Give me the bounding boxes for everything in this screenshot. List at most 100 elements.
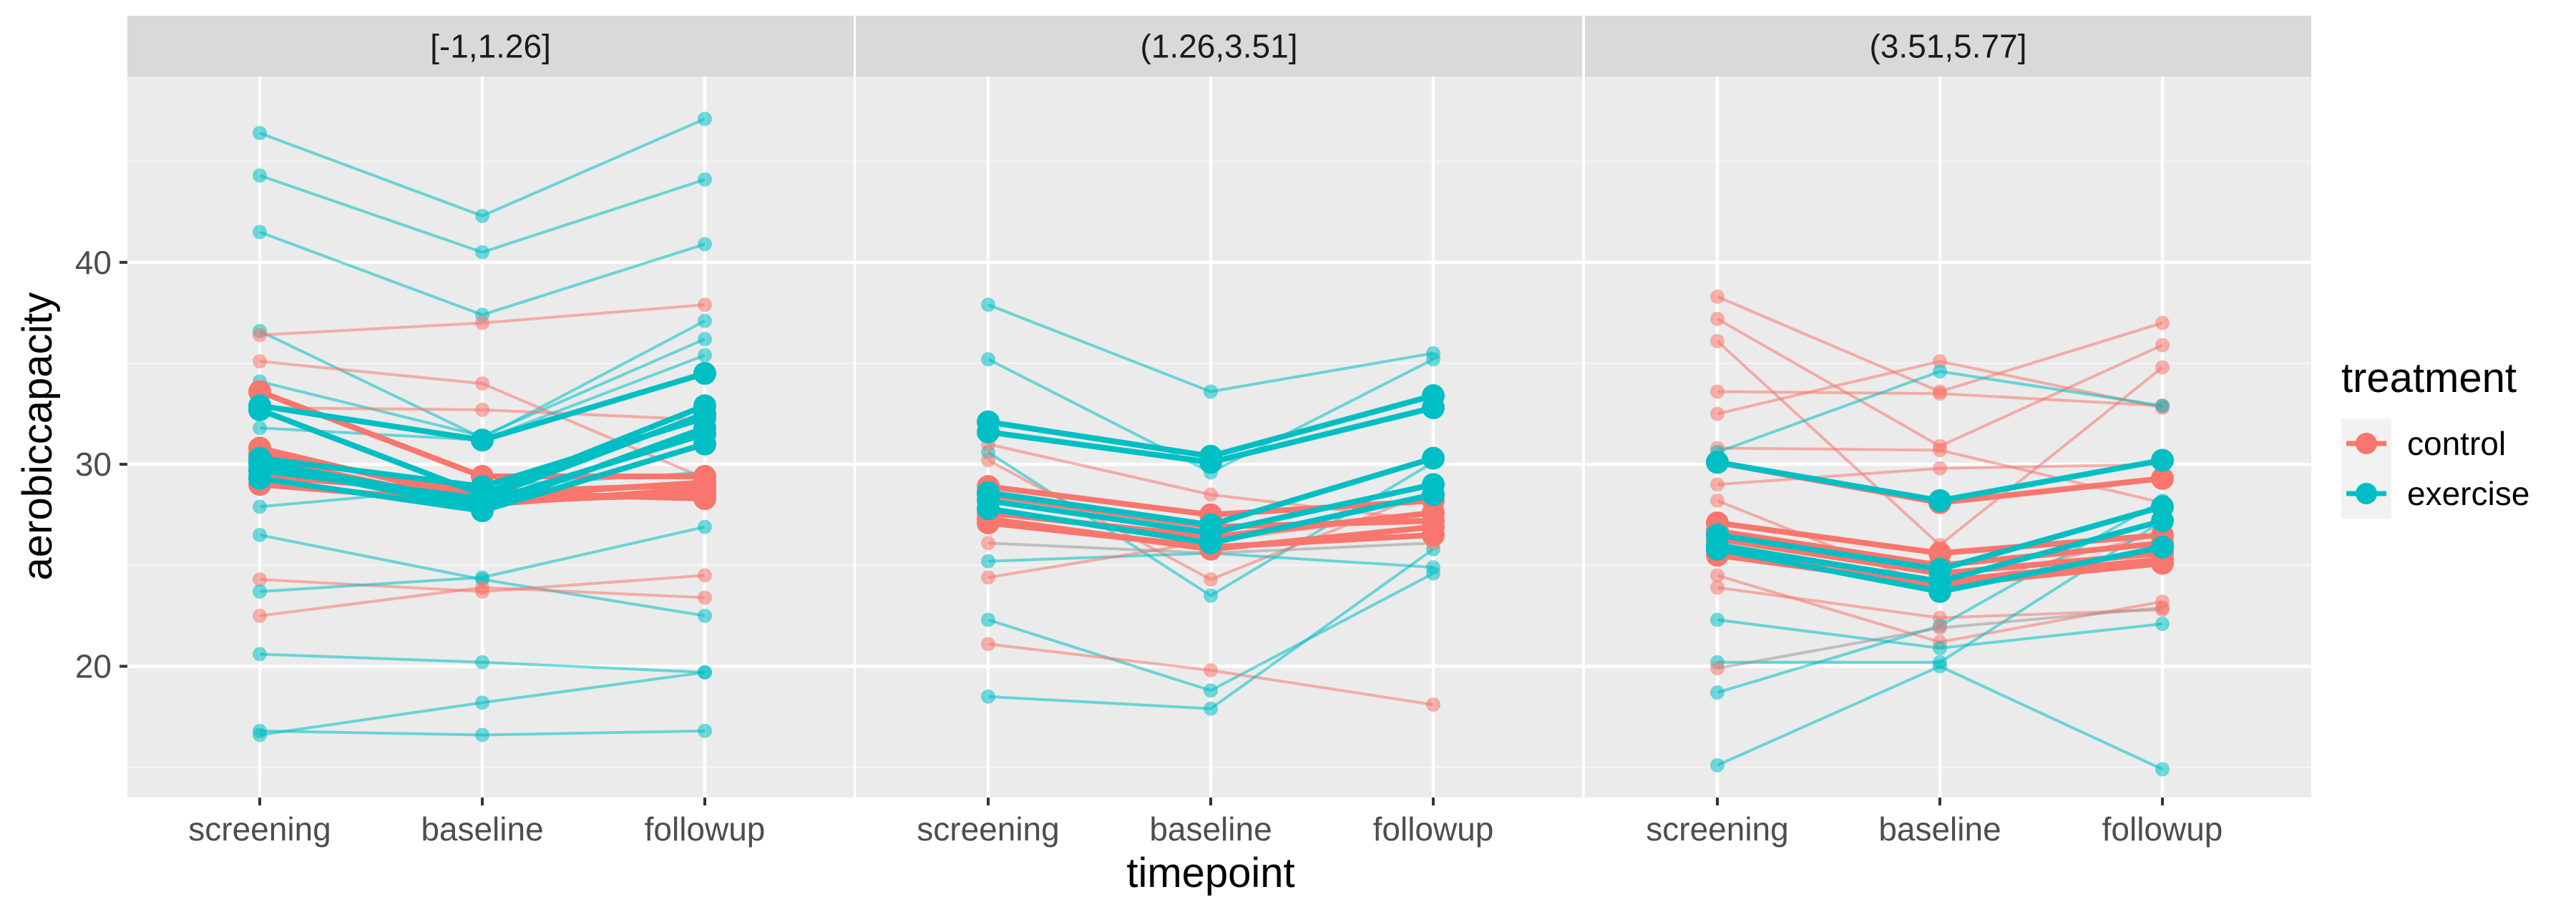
data-point	[1710, 406, 1724, 421]
data-point	[693, 362, 716, 386]
series-control	[253, 580, 712, 623]
x-tick-label: baseline	[1878, 810, 2001, 848]
data-point	[475, 402, 489, 417]
data-point	[253, 584, 267, 599]
facet-strip	[856, 16, 1582, 77]
facet-strip-label: (3.51,5.77]	[1870, 28, 2027, 65]
data-point	[698, 172, 712, 187]
data-point	[981, 298, 995, 313]
data-point	[1204, 683, 1218, 698]
data-point	[981, 637, 995, 652]
facet-panel-2: (1.26,3.51] screening baseline followup	[856, 16, 1582, 848]
data-point	[981, 612, 995, 627]
data-point	[253, 572, 267, 587]
facet-panel-1: [-1,1.26] screening baseline followup	[127, 16, 854, 848]
data-point	[1710, 661, 1724, 676]
data-point	[1706, 537, 1729, 561]
panel-background	[1585, 77, 2311, 798]
data-point	[1933, 461, 1947, 476]
data-point	[253, 168, 267, 183]
data-point	[1933, 354, 1947, 369]
data-point	[1710, 685, 1724, 700]
data-point	[977, 420, 1000, 443]
y-axis: 20 30 40	[75, 244, 127, 685]
data-point	[253, 499, 267, 514]
y-tick-label: 30	[75, 446, 112, 483]
data-point	[698, 237, 712, 252]
legend-point-control	[2356, 433, 2377, 454]
legend: treatment control exercise	[2341, 355, 2529, 519]
data-point	[977, 497, 1000, 521]
data-point	[1199, 531, 1222, 555]
series-control	[981, 637, 1440, 712]
data-point	[1933, 364, 1947, 379]
legend-entry-control: control	[2341, 418, 2506, 469]
data-point	[475, 376, 489, 391]
data-point	[253, 727, 267, 742]
data-point	[693, 402, 716, 426]
facet-strip-label: [-1,1.26]	[430, 28, 551, 65]
panel-background	[856, 77, 1582, 798]
legend-label-control: control	[2407, 425, 2506, 462]
series-exercise	[253, 168, 712, 260]
data-point	[698, 112, 712, 127]
data-point	[2151, 551, 2174, 575]
data-point	[981, 554, 995, 569]
facet-strip-label: (1.26,3.51]	[1141, 28, 1298, 65]
data-point	[2155, 398, 2170, 413]
x-tick-label: screening	[1646, 810, 1788, 848]
data-point	[253, 225, 267, 240]
data-point	[1710, 477, 1724, 492]
series-exercise	[253, 519, 712, 599]
data-point	[471, 491, 494, 514]
data-point	[1204, 572, 1218, 587]
data-point	[475, 245, 489, 260]
x-tick-label: screening	[188, 810, 331, 848]
data-point	[1204, 384, 1218, 399]
data-point	[1199, 451, 1222, 474]
data-point	[475, 580, 489, 595]
facet-strip	[1585, 16, 2311, 77]
data-point	[1710, 757, 1724, 773]
legend-label-exercise: exercise	[2407, 475, 2529, 512]
data-point	[1710, 333, 1724, 348]
legend-entry-exercise: exercise	[2341, 469, 2529, 519]
data-point	[698, 313, 712, 328]
data-point	[698, 519, 712, 534]
data-point	[253, 421, 267, 436]
data-point	[2155, 762, 2170, 777]
series-exercise-bold	[1706, 535, 2174, 603]
data-point	[248, 451, 271, 474]
data-point	[475, 727, 489, 742]
data-point	[1426, 352, 1440, 367]
data-point	[2151, 509, 2174, 533]
data-point	[471, 428, 494, 452]
data-point	[475, 654, 489, 670]
data-point	[693, 422, 716, 446]
y-tick-label: 40	[75, 244, 112, 281]
data-point	[253, 126, 267, 141]
data-point	[2151, 466, 2174, 490]
series-exercise-bold	[977, 396, 1445, 474]
data-point	[1710, 612, 1724, 627]
data-point	[698, 723, 712, 738]
data-point	[1422, 523, 1445, 546]
data-point	[2155, 617, 2170, 632]
series-exercise-bold	[977, 483, 1445, 555]
data-point	[981, 570, 995, 585]
series-exercise	[1710, 659, 2170, 777]
data-point	[253, 527, 267, 542]
data-point	[1933, 659, 1947, 674]
data-point	[1710, 493, 1724, 508]
data-point	[981, 536, 995, 551]
data-point	[698, 298, 712, 313]
facet-panel-3: (3.51,5.77] screening baseline followup	[1585, 16, 2311, 848]
data-point	[253, 647, 267, 662]
data-point	[1426, 566, 1440, 581]
x-tick-label: followup	[1373, 810, 1494, 848]
x-tick-label: followup	[2102, 810, 2223, 848]
data-point	[2155, 360, 2170, 375]
x-axis-title: timepoint	[1126, 850, 1294, 896]
data-point	[2151, 535, 2174, 559]
